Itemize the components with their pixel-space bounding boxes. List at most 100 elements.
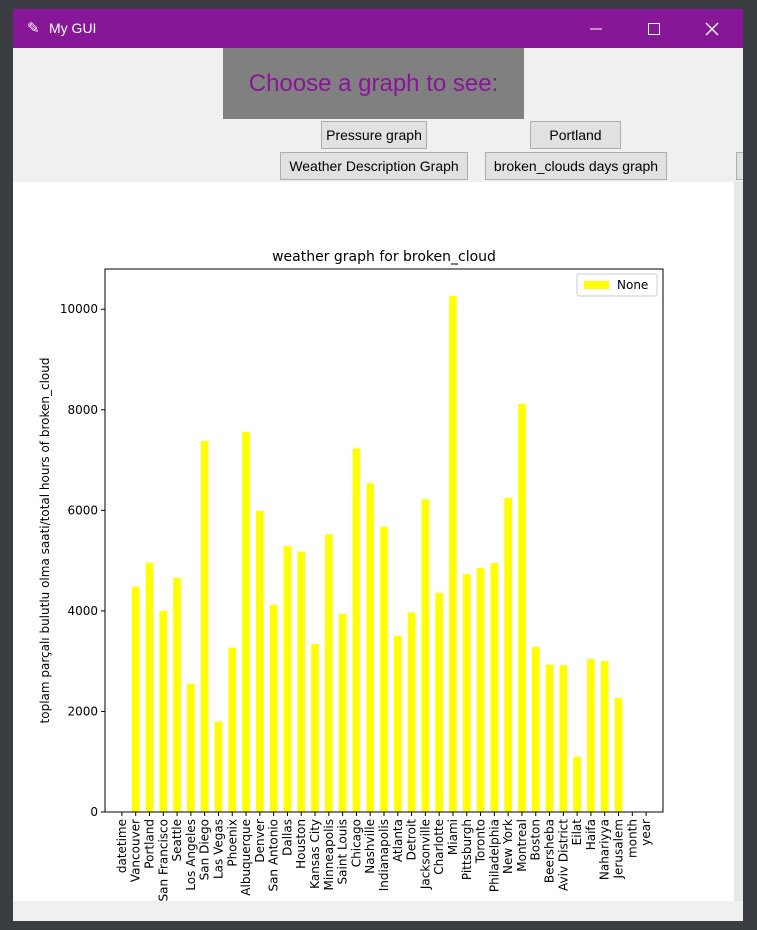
pressure-graph-button[interactable]: Pressure graph [321,121,427,149]
y-tick-label: 8000 [67,403,98,417]
x-tick-label: Nashville [363,819,377,874]
bar [200,440,209,812]
bar [421,499,430,812]
portland-button[interactable]: Portland [530,121,621,149]
x-tick-label: Boston [529,819,543,860]
x-tick-label: Eilat [570,819,584,846]
broken-clouds-days-graph-button[interactable]: broken_clouds days graph [485,152,667,180]
feather-icon: ✎ [27,19,40,37]
x-tick-label: Aviv District [556,819,570,891]
y-tick-label: 4000 [67,604,98,618]
x-tick-label: year [639,819,653,846]
bar [145,562,154,812]
vertical-scrollbar[interactable] [734,182,743,901]
bar [407,612,416,812]
bar [614,697,623,812]
bar [311,644,319,812]
maximize-button[interactable] [625,9,683,48]
bar [173,577,181,812]
y-axis-label: toplam parçalı bulutlu olma saati/total … [38,358,52,724]
legend-box [576,273,658,297]
x-tick-label: datetime [115,819,129,873]
bar [600,661,609,812]
bar [394,636,402,812]
bar [269,604,278,812]
bar [228,647,237,812]
x-tick-label: Seattle [170,819,184,861]
x-tick-label: Saint Louis [336,819,350,884]
x-tick-label: Houston [294,819,308,869]
x-tick-label: Dallas [280,819,294,856]
y-tick-label: 0 [90,805,98,819]
x-tick-label: Miami [446,819,460,855]
bar [366,483,374,812]
x-tick-label: Vancouver [129,819,143,882]
x-tick-label: New York [501,819,515,874]
maximize-icon [648,22,660,35]
bar [159,610,168,812]
bar [545,664,554,812]
window-title: My GUI [49,20,97,36]
x-tick-label: San Antonio [267,819,281,892]
offscreen-button[interactable] [736,152,743,180]
y-tick-label: 10000 [60,302,98,316]
bar [504,497,512,812]
x-tick-label: Philadelphia [487,819,501,892]
x-tick-label: Charlotte [432,819,446,875]
bar [242,431,250,812]
x-tick-label: Atlanta [391,819,405,862]
bar [214,721,223,812]
x-tick-label: San Diego [198,819,212,880]
close-icon [705,22,719,35]
x-tick-label: Minneapolis [322,819,336,891]
bar [352,448,361,812]
plot-frame [104,268,664,813]
x-tick-label: San Francisco [156,819,170,901]
x-tick-label: Phoenix [225,819,239,867]
bar [131,586,140,812]
x-tick-label: month [625,819,639,858]
x-tick-label: Los Angeles [184,819,198,891]
bar [325,534,333,812]
minimize-button[interactable] [567,9,625,48]
bar [187,683,195,812]
bar [435,592,443,812]
legend-label: None [617,278,648,292]
bar [256,510,264,812]
bar [573,756,581,812]
x-tick-label: Pittsburgh [460,819,474,880]
bar [490,563,499,812]
bar [462,574,471,812]
x-tick-label: Las Vegas [211,819,225,879]
close-button[interactable] [683,9,741,48]
y-tick-label: 6000 [67,503,98,517]
x-tick-label: Portland [142,819,156,869]
x-tick-label: Indianapolis [377,819,391,891]
app-window: ✎ My GUI Choose a graph to see: Pressure… [13,9,743,921]
bar [380,526,388,812]
weather-description-graph-button[interactable]: Weather Description Graph [280,152,468,180]
bar [449,296,457,812]
choose-graph-label: Choose a graph to see: [223,48,524,119]
bar [283,546,292,812]
title-bar[interactable]: ✎ My GUI [13,9,743,48]
bar [297,551,306,812]
bar [338,613,347,812]
x-tick-label: Haifa [584,819,598,850]
bar [476,568,485,812]
chart-title: weather graph for broken_cloud [272,249,496,265]
x-tick-label: Jerusalem [612,819,626,879]
x-tick-label: Chicago [349,819,363,867]
x-tick-label: Albuquerque [239,819,253,896]
x-tick-label: Beersheba [543,819,557,883]
x-tick-label: Denver [253,819,267,863]
x-tick-label: Detroit [405,819,419,861]
legend-swatch [584,281,609,289]
x-tick-label: Toronto [474,819,488,864]
bar [587,659,595,812]
bar [531,647,540,812]
bar [518,403,526,812]
x-tick-label: Nahariyya [598,819,612,880]
